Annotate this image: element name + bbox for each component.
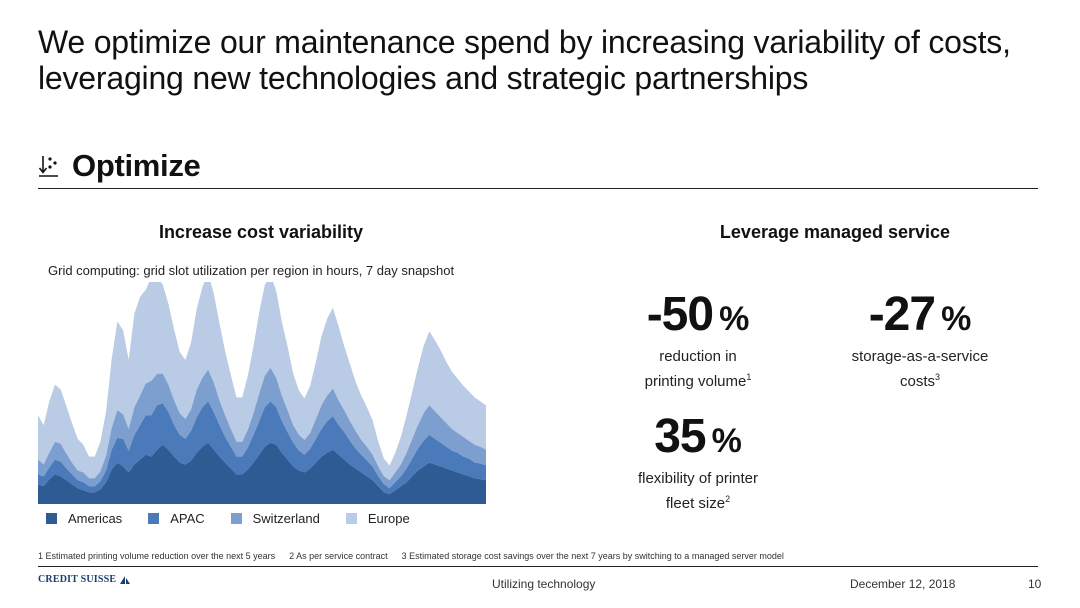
- legend-label-apac: APAC: [170, 511, 205, 526]
- stat-unit: %: [941, 300, 972, 338]
- section-title: Optimize: [72, 148, 201, 183]
- footer-date: December 12, 2018: [850, 577, 956, 591]
- footnote-ref: 2: [725, 494, 731, 504]
- page-number: 10: [1028, 577, 1042, 591]
- utilization-area-chart: [38, 282, 486, 504]
- stat-unit: %: [711, 422, 742, 460]
- chart-legend: Americas APAC Switzerland Europe: [46, 511, 436, 526]
- legend-swatch-americas: [46, 513, 57, 524]
- stat-desc-line2: costs: [899, 373, 935, 390]
- stat-unit: %: [719, 300, 750, 338]
- legend-swatch-europe: [345, 513, 357, 524]
- optimize-sort-icon: [38, 156, 58, 177]
- logo-text: CREDIT SUISSE: [38, 574, 117, 585]
- stat-value: 35: [654, 410, 706, 463]
- footer-center-text: Utilizing technology: [492, 577, 596, 591]
- area-series-switzerland: [38, 367, 486, 489]
- legend-label-americas: Americas: [68, 511, 123, 526]
- legend-label-europe: Europe: [367, 511, 410, 526]
- stat-printer-fleet: 35% flexibility of printer fleet size2: [618, 412, 778, 514]
- legend-swatch-switzerland: [230, 513, 242, 524]
- stat-description: reduction in printing volume1: [618, 346, 778, 392]
- footer-divider: [38, 566, 1038, 567]
- footnotes: 1 Estimated printing volume reduction ov…: [38, 551, 798, 561]
- slide-title: We optimize our maintenance spend by inc…: [38, 24, 1011, 96]
- legend-item-europe: Europe: [345, 511, 410, 526]
- right-column-heading: Leverage managed service: [719, 222, 951, 242]
- legend-swatch-apac: [148, 513, 160, 524]
- stat-desc-line1: storage-as-a-service: [851, 348, 989, 365]
- area-series-americas: [38, 442, 486, 504]
- stat-value: -50: [646, 288, 714, 341]
- footnote-ref: 3: [935, 372, 941, 382]
- footnote-2: 2 As per service contract: [289, 551, 388, 561]
- sail-icon: [120, 575, 131, 584]
- section-header: Optimize: [38, 146, 201, 186]
- stat-storage-costs: -27% storage-as-a-service costs3: [832, 290, 1008, 392]
- chart-subtitle: Grid computing: grid slot utilization pe…: [48, 263, 455, 278]
- legend-item-switzerland: Switzerland: [230, 511, 320, 526]
- area-series-apac: [38, 401, 486, 495]
- legend-label-switzerland: Switzerland: [252, 511, 320, 526]
- section-divider: [38, 188, 1038, 189]
- stat-desc-line1: reduction in: [659, 348, 737, 365]
- footnote-ref: 1: [746, 372, 752, 382]
- stat-desc-line2: fleet size: [665, 495, 726, 512]
- stat-printing-volume: -50% reduction in printing volume1: [618, 290, 778, 392]
- area-series-europe: [38, 282, 486, 481]
- legend-item-americas: Americas: [46, 511, 122, 526]
- legend-item-apac: APAC: [148, 511, 205, 526]
- left-column-heading: Increase cost variability: [158, 222, 364, 242]
- footnote-3: 3 Estimated storage cost savings over th…: [401, 551, 784, 561]
- credit-suisse-logo: CREDIT SUISSE: [38, 574, 131, 585]
- footnote-1: 1 Estimated printing volume reduction ov…: [38, 551, 276, 561]
- stat-value: -27: [868, 288, 936, 341]
- stat-description: storage-as-a-service costs3: [832, 346, 1008, 392]
- stat-desc-line1: flexibility of printer: [637, 470, 759, 487]
- stat-description: flexibility of printer fleet size2: [618, 468, 778, 514]
- stat-desc-line2: printing volume: [644, 373, 747, 390]
